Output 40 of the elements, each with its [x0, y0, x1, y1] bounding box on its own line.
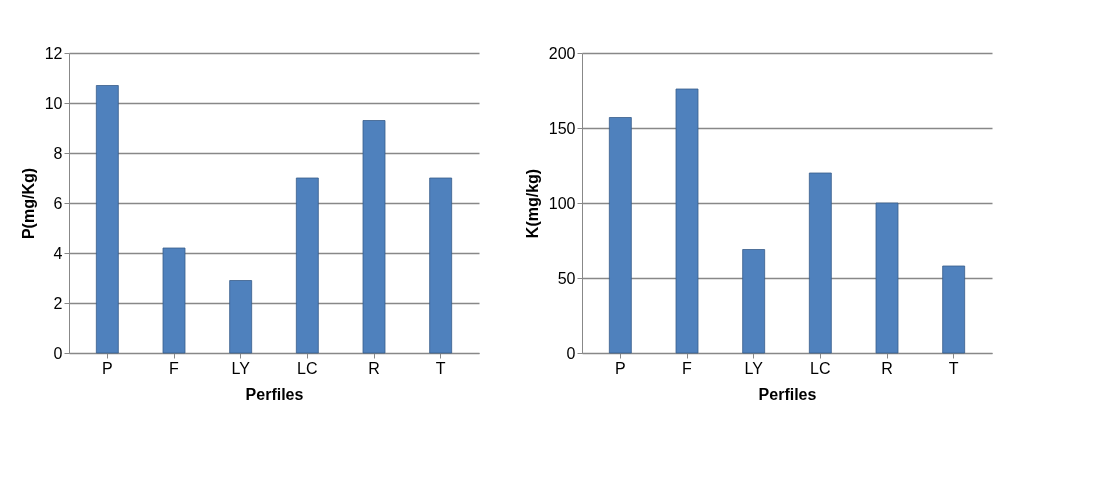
x-tick-label: F	[169, 359, 180, 377]
y-tick-label: 4	[53, 244, 63, 262]
bar	[942, 265, 966, 354]
y-axis-title: K(mg/kg)	[523, 168, 541, 239]
bar	[229, 280, 253, 354]
bar	[808, 172, 832, 354]
x-axis-title: Perfiles	[758, 385, 817, 403]
x-tick-label: LY	[744, 359, 764, 377]
y-axis-title: P(mg/Kg)	[19, 167, 37, 240]
x-tick-label: T	[435, 359, 446, 377]
x-tick-label: T	[948, 359, 959, 377]
y-tick-label: 0	[566, 344, 576, 362]
bar	[675, 88, 699, 354]
x-tick-label: R	[368, 359, 380, 377]
bar	[295, 177, 319, 354]
y-tick-label: 100	[548, 194, 576, 212]
x-tick-label: LY	[231, 359, 251, 377]
y-tick-label: 150	[548, 119, 576, 137]
y-tick-label: 6	[53, 194, 63, 212]
y-tick-label: 8	[53, 144, 63, 162]
bar	[608, 117, 632, 354]
bar	[95, 85, 119, 354]
bar	[742, 249, 766, 354]
y-tick-label: 200	[548, 44, 576, 62]
x-tick-label: R	[881, 359, 893, 377]
bar	[429, 177, 453, 354]
y-tick-label: 0	[53, 344, 63, 362]
bar	[162, 247, 186, 354]
y-tick-label: 10	[44, 94, 63, 112]
y-tick-label: 2	[53, 294, 63, 312]
bar	[362, 120, 386, 354]
x-tick-label: P	[102, 359, 113, 377]
x-tick-label: LC	[810, 359, 831, 377]
y-tick-label: 12	[44, 44, 63, 62]
x-axis-title: Perfiles	[245, 385, 304, 403]
y-tick-label: 50	[557, 269, 576, 287]
bar	[875, 202, 899, 354]
x-tick-label: LC	[297, 359, 318, 377]
x-tick-label: F	[682, 359, 693, 377]
x-tick-label: P	[615, 359, 626, 377]
